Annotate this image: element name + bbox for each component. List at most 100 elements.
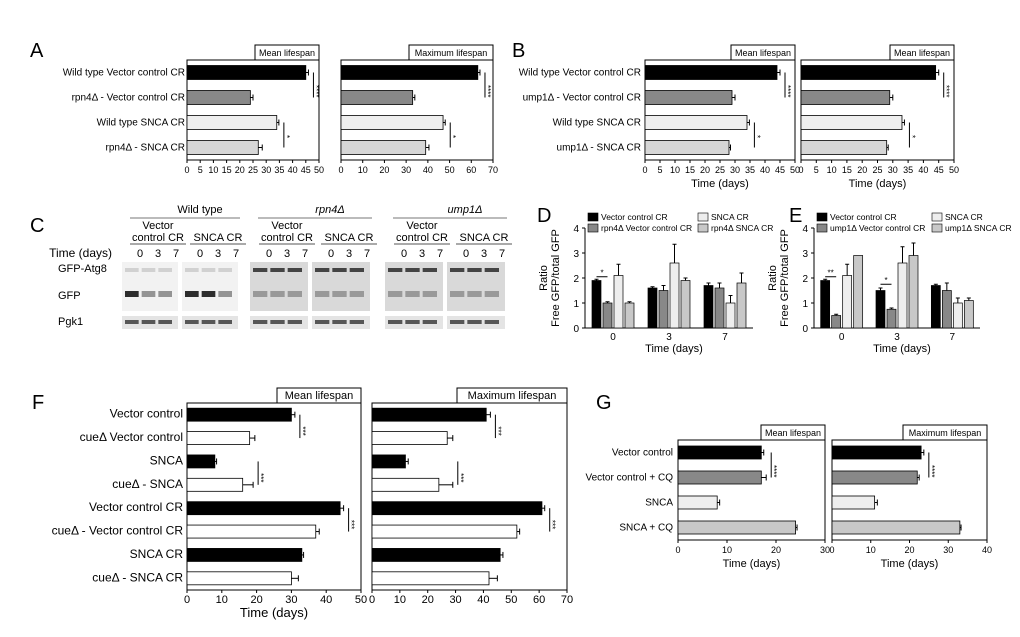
legend-label: Vector control CR (601, 212, 668, 222)
x-tick-label: 25 (872, 165, 882, 175)
band-gfp-atg8 (125, 268, 139, 272)
bar (186, 477, 244, 492)
bar (644, 90, 733, 105)
x-tick-label: 0 (610, 332, 616, 343)
bar (340, 90, 414, 105)
legend-swatch (931, 212, 943, 222)
condition-label-line1: Vector (271, 220, 303, 232)
bar (644, 140, 730, 155)
x-tick-label: 45 (301, 165, 311, 175)
y-tick-label: 3 (573, 249, 579, 260)
significance-mark: **** (927, 465, 936, 477)
x-tick-label: 40 (760, 165, 770, 175)
x-tick-label: 0 (369, 594, 375, 606)
legend-label: ump1Δ Vector control CR (830, 223, 925, 233)
x-tick-label: 50 (949, 165, 959, 175)
charts-layer: Mean lifespan Wild type Vector control CR… (52, 44, 1012, 620)
x-tick-label: 40 (982, 545, 992, 555)
x-axis-label: Time (days) (240, 605, 308, 620)
x-tick-label: 0 (798, 165, 803, 175)
condition-label-line2: control CR (396, 232, 448, 244)
band-pgk1 (484, 320, 499, 324)
timepoint-label: 3 (284, 248, 290, 260)
timepoint-label: 7 (173, 248, 179, 260)
bar (658, 290, 669, 329)
x-tick-label: 20 (857, 165, 867, 175)
x-axis-label: Time (days) (849, 178, 907, 190)
y-tick-label: 0 (573, 324, 579, 335)
x-tick-label: 50 (355, 594, 367, 606)
bar (340, 140, 427, 155)
band-gfp-atg8 (270, 268, 285, 272)
legend-swatch (697, 223, 709, 233)
significance-mark: *** (456, 473, 465, 482)
bar (186, 571, 292, 586)
chart-title: Maximum lifespan (909, 428, 982, 438)
band-gfp-atg8 (158, 268, 172, 272)
chart-title: Mean lifespan (285, 390, 354, 402)
category-label: Wild type SNCA CR (97, 118, 185, 129)
band-pgk1 (422, 320, 437, 324)
bar (186, 524, 317, 539)
x-tick-label: 0 (338, 165, 343, 175)
chart-G1: Mean lifespan Vector control Vector contro… (585, 424, 830, 570)
y-tick-label: 1 (802, 299, 808, 310)
x-tick-label: 30 (943, 545, 953, 555)
band-gfp-atg8 (349, 268, 364, 272)
significance-mark: **** (311, 85, 320, 97)
x-tick-label: 20 (235, 165, 245, 175)
x-tick-label: 5 (814, 165, 819, 175)
condition-label: SNCA CR (325, 232, 374, 244)
category-label: rpn4Δ - Vector control CR (72, 93, 185, 104)
x-tick-label: 20 (771, 545, 781, 555)
chart-B1: Mean lifespan Wild type Vector control CR… (519, 44, 800, 190)
title-box (408, 44, 494, 61)
category-label: Wild type SNCA CR (553, 118, 641, 129)
chart-E: 0 1 2 3 4 Ratio Free GFP/total GFP 0 3 7 Time (day… (767, 212, 1012, 355)
x-tick-label: 10 (866, 545, 876, 555)
x-tick-label: 35 (745, 165, 755, 175)
timepoint-label: 0 (137, 248, 143, 260)
bar (677, 495, 718, 510)
y-axis-label-line2: Free GFP/total GFP (550, 229, 562, 327)
band-gfp-atg8 (185, 268, 199, 272)
category-label: SNCA (645, 498, 673, 509)
x-tick-label: 0 (642, 165, 647, 175)
band-pgk1 (141, 320, 156, 324)
significance-mark: **** (783, 85, 792, 97)
significance-mark: * (907, 135, 916, 138)
x-tick-label: 25 (715, 165, 725, 175)
significance-mark: *** (548, 520, 557, 529)
legend-label: SNCA CR (945, 212, 983, 222)
band-pgk1 (287, 320, 302, 324)
bar (842, 275, 853, 329)
band-pgk1 (201, 320, 216, 324)
y-tick-label: 1 (573, 299, 579, 310)
y-tick-label: 2 (573, 274, 579, 285)
band-gfp (287, 291, 302, 297)
plot-frame (371, 402, 568, 591)
title-box (730, 44, 796, 61)
category-label: cueΔ - SNCA (112, 477, 183, 491)
bar (644, 115, 748, 130)
condition-label: SNCA CR (460, 232, 509, 244)
x-tick-label: 40 (288, 165, 298, 175)
bar (186, 115, 278, 130)
band-gfp-atg8 (315, 268, 330, 272)
bar (831, 495, 876, 510)
timepoint-label: 0 (463, 248, 469, 260)
x-tick-label: 45 (775, 165, 785, 175)
bar (186, 501, 341, 516)
bar (908, 255, 919, 329)
bar (186, 407, 292, 422)
bar (963, 300, 974, 329)
significance-mark: **** (942, 85, 951, 97)
bar (186, 454, 216, 469)
significance-mark: **** (483, 85, 492, 97)
panel-letter-B: B (512, 40, 525, 62)
bar (831, 520, 961, 535)
x-tick-label: 20 (422, 594, 434, 606)
bar (703, 285, 714, 329)
band-gfp-atg8 (467, 268, 482, 272)
